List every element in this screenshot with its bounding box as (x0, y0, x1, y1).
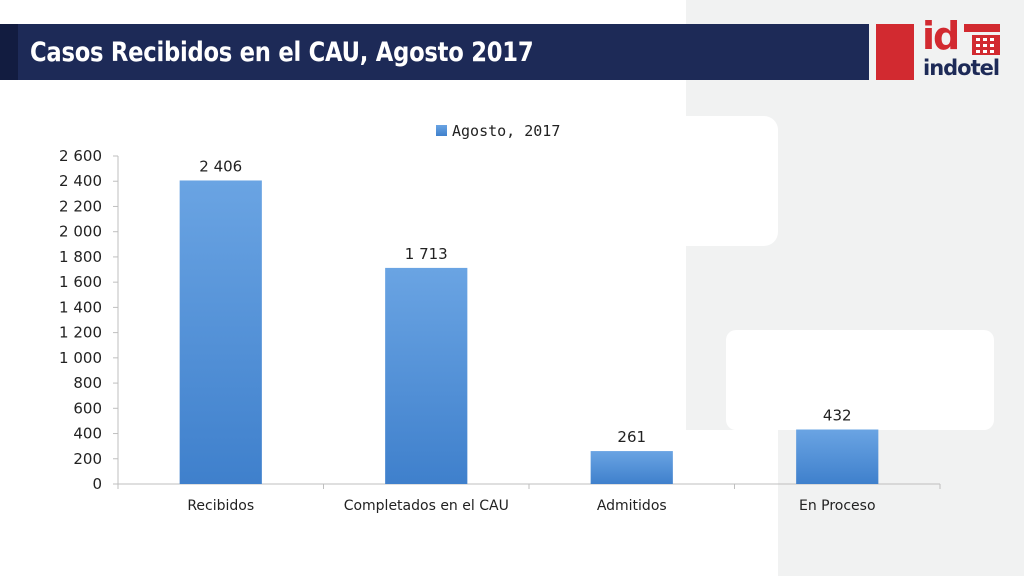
chart-legend: Agosto, 2017 (436, 122, 560, 140)
title-bar (0, 24, 869, 80)
bar-en-proceso (796, 429, 879, 484)
legend-label: Agosto, 2017 (452, 122, 560, 140)
y-tick-label: 2 200 (59, 197, 102, 215)
data-label: 261 (617, 428, 646, 446)
page-title: Casos Recibidos en el CAU, Agosto 2017 (30, 37, 534, 68)
x-category-label: Admitidos (597, 498, 667, 514)
y-tick-label: 2 000 (59, 223, 102, 241)
y-tick-label: 200 (73, 450, 102, 468)
logo-red-block (876, 24, 914, 80)
bar-admitidos (590, 451, 673, 484)
background-notch-middle (726, 330, 994, 430)
x-category-label: En Proceso (799, 498, 876, 514)
y-tick-label: 1 200 (59, 324, 102, 342)
y-tick-label: 400 (73, 425, 102, 443)
y-tick-label: 1 400 (59, 298, 102, 316)
logo-wordmark: indotel (923, 56, 1000, 80)
y-tick-label: 1 000 (59, 349, 102, 367)
y-tick-label: 1 800 (59, 248, 102, 266)
y-tick-label: 800 (73, 374, 102, 392)
x-category-label: Recibidos (187, 498, 254, 514)
title-bar-accent (0, 24, 18, 80)
legend-swatch (436, 125, 447, 136)
bar-recibidos (179, 180, 262, 484)
y-tick-label: 600 (73, 399, 102, 417)
background-notch-upper (686, 116, 778, 246)
data-label: 432 (823, 407, 852, 425)
logo-id-mark: id (922, 14, 960, 58)
logo-grid-icon (964, 24, 1000, 55)
y-tick-label: 0 (92, 475, 102, 493)
data-label: 1 713 (405, 245, 448, 263)
x-category-label: Completados en el CAU (344, 498, 509, 514)
y-tick-label: 2 400 (59, 172, 102, 190)
y-tick-label: 1 600 (59, 273, 102, 291)
indotel-logo: id indotel (920, 14, 1004, 86)
data-label: 2 406 (199, 157, 242, 175)
y-tick-label: 2 600 (59, 147, 102, 165)
background-notch-lower (686, 430, 778, 576)
bar-completados-en-el-cau (385, 267, 468, 484)
